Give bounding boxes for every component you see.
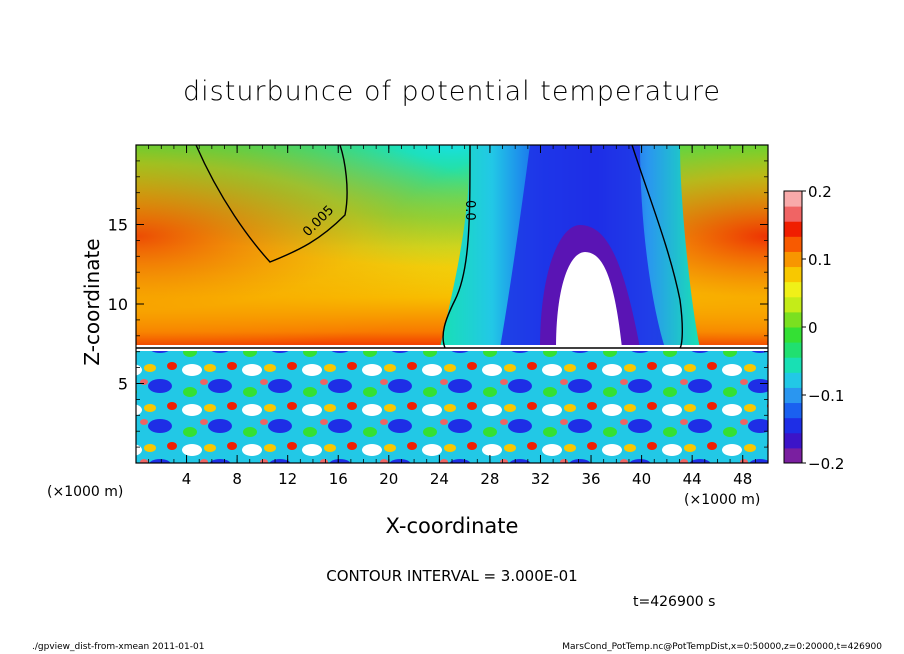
footer-right: MarsCond_PotTemp.nc@PotTempDist,x=0:5000…	[562, 642, 882, 652]
x-tick-label: 48	[733, 470, 752, 488]
x-tick-label: 24	[430, 470, 449, 488]
colorbar: 0.2 0.1 0 −0.1 −0.2	[783, 183, 844, 473]
colorbar-tick-label: 0	[808, 319, 818, 337]
colorbar-tick-label: −0.1	[808, 387, 844, 405]
x-tick-label: 32	[531, 470, 550, 488]
colorbar-swatch	[784, 327, 802, 343]
y-axis-label: Z-coordinate	[80, 238, 104, 366]
chart-title: disturbunce of potential temperature	[183, 76, 721, 107]
colorbar-tick-label: 0.2	[808, 183, 832, 201]
colorbar-swatch	[784, 311, 802, 328]
colorbar-swatch	[784, 221, 802, 237]
colorbar-swatch	[784, 402, 802, 419]
x-axis-units-left: (×1000 m)	[47, 484, 124, 500]
x-tick-label: 12	[278, 470, 297, 488]
y-axis: 5 10 15	[108, 144, 768, 464]
x-tick-label: 44	[683, 470, 702, 488]
x-axis: 4 8 12 16 20 24 28 32 36 40 44 48	[135, 145, 769, 488]
field-image	[136, 145, 768, 463]
x-tick-label: 4	[182, 470, 192, 488]
y-tick-label: 15	[108, 216, 128, 235]
colorbar-swatch	[784, 432, 802, 449]
y-tick-label: 10	[108, 295, 128, 314]
colorbar-swatch	[784, 342, 802, 358]
contour-label: 0.0	[462, 200, 477, 221]
colorbar-swatch	[784, 387, 802, 404]
colorbar-swatch	[784, 281, 802, 298]
colorbar-swatch	[784, 417, 802, 434]
time-label: t=426900 s	[633, 594, 716, 610]
x-tick-label: 16	[329, 470, 348, 488]
colorbar-swatch	[784, 372, 802, 388]
colorbar-tick-label: 0.1	[808, 251, 832, 269]
colorbar-swatch	[784, 447, 802, 464]
x-axis-units: (×1000 m)	[684, 492, 761, 508]
colorbar-swatch	[784, 206, 802, 222]
x-tick-label: 36	[581, 470, 600, 488]
y-tick-label: 5	[118, 375, 128, 394]
contour-interval: CONTOUR INTERVAL = 3.000E-01	[326, 567, 578, 585]
colorbar-swatch	[784, 266, 802, 283]
colorbar-swatch	[784, 296, 802, 313]
colorbar-swatch	[784, 357, 802, 373]
x-tick-label: 20	[379, 470, 398, 488]
x-axis-label: X-coordinate	[385, 514, 519, 538]
x-tick-label: 40	[632, 470, 651, 488]
colorbar-swatch	[784, 251, 802, 268]
footer-left: ./gpview_dist-from-xmean 2011-01-01	[32, 642, 205, 652]
colorbar-swatch	[784, 236, 802, 252]
colorbar-swatch	[784, 191, 802, 207]
x-tick-label: 8	[232, 470, 242, 488]
x-tick-label: 28	[480, 470, 499, 488]
colorbar-tick-label: −0.2	[808, 455, 844, 473]
